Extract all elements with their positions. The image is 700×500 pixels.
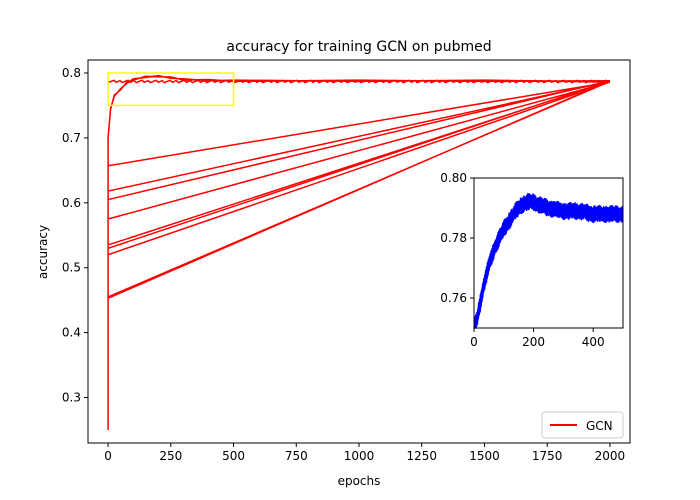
x-tick-label: 500: [222, 449, 245, 463]
y-axis-label: accuracy: [36, 225, 50, 279]
y-tick-label: 0.7: [62, 131, 81, 145]
inset-series-line: [473, 193, 623, 329]
x-tick-label: 250: [159, 449, 182, 463]
x-tick-label: 0: [104, 449, 112, 463]
inset-y-axis-ticks: 0.76 0.78 0.80: [440, 171, 474, 305]
x-tick-label: 1500: [469, 449, 500, 463]
x-tick-label: 750: [285, 449, 308, 463]
zoom-highlight-box: [107, 72, 235, 107]
inset-y-tick-label: 0.76: [440, 291, 467, 305]
main-series-lines: [107, 74, 611, 430]
x-tick-label: 1750: [532, 449, 563, 463]
inset-y-tick-label: 0.80: [440, 171, 467, 185]
y-tick-label: 0.4: [62, 326, 81, 340]
inset-series-lines: [473, 193, 623, 329]
chart-title: accuracy for training GCN on pubmed: [226, 39, 491, 55]
inset-x-tick-label: 400: [582, 335, 605, 349]
legend-box: [541, 411, 624, 439]
legend: GCN: [541, 411, 624, 439]
y-axis-ticks: 0.3 0.4 0.5 0.6 0.7 0.8: [62, 66, 88, 405]
series-line-gcn: [107, 74, 611, 430]
legend-label-gcn: GCN: [586, 419, 613, 433]
y-tick-label: 0.6: [62, 196, 81, 210]
x-axis-label: epochs: [338, 474, 381, 488]
inset-x-tick-label: 200: [522, 335, 545, 349]
x-axis-ticks: 0 250 500 750 1000 1250 1500 1750 2000: [104, 443, 625, 463]
main-plot: accuracy for training GCN on pubmed 0 250…: [36, 39, 631, 488]
y-tick-label: 0.8: [62, 66, 81, 80]
x-tick-label: 1250: [406, 449, 437, 463]
inset-x-tick-label: 0: [470, 335, 478, 349]
inset-background: [474, 178, 623, 328]
inset-plot: 0 200 400 0.76 0.78 0.80: [440, 171, 624, 349]
x-tick-label: 1000: [344, 449, 375, 463]
inset-frame: [473, 177, 624, 329]
x-tick-label: 2000: [595, 449, 626, 463]
y-tick-label: 0.3: [62, 391, 81, 405]
y-tick-label: 0.5: [62, 261, 81, 275]
inset-y-tick-label: 0.78: [440, 231, 467, 245]
series-plateau-gcn: [107, 79, 611, 84]
inset-x-axis-ticks: 0 200 400: [470, 328, 605, 349]
